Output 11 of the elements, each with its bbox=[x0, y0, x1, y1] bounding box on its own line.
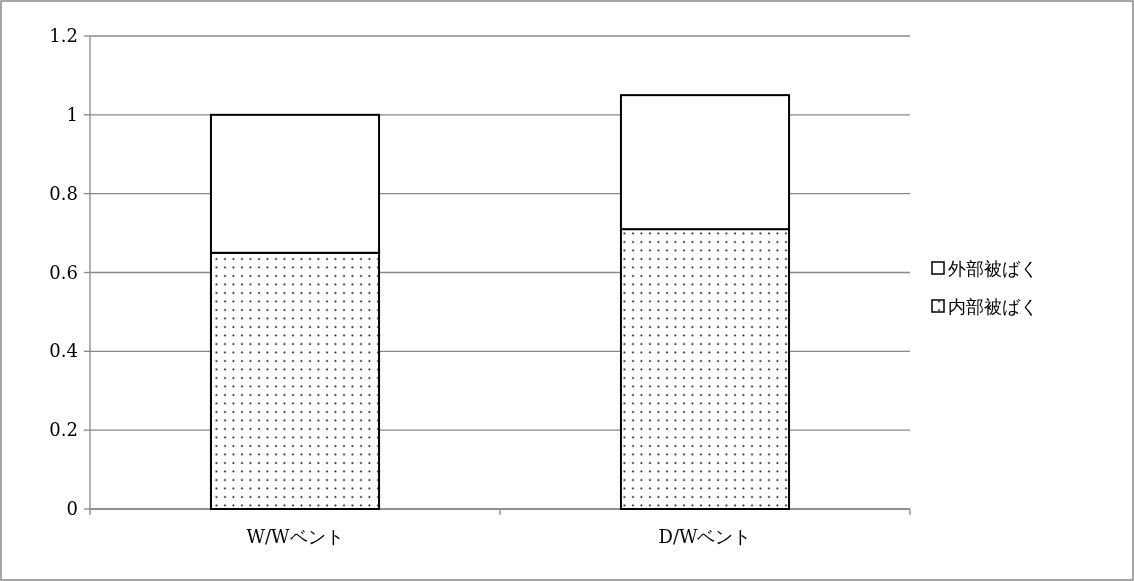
y-tick-label: 0 bbox=[66, 498, 78, 519]
y-tick-label: 0.6 bbox=[49, 261, 78, 283]
x-tick-label: D/Wベント bbox=[658, 526, 752, 547]
y-tick-label: 0.4 bbox=[49, 340, 78, 362]
y-tick-label: 1 bbox=[66, 103, 78, 125]
y-tick-label: 0.2 bbox=[49, 419, 78, 441]
y-tick-label: 1.2 bbox=[49, 25, 78, 46]
y-tick-label: 0.8 bbox=[49, 182, 78, 204]
x-tick-label: W/Wベント bbox=[246, 526, 344, 547]
legend-label: 外部被ばく bbox=[948, 258, 1038, 279]
legend-label: 内部被ばく bbox=[948, 296, 1038, 317]
